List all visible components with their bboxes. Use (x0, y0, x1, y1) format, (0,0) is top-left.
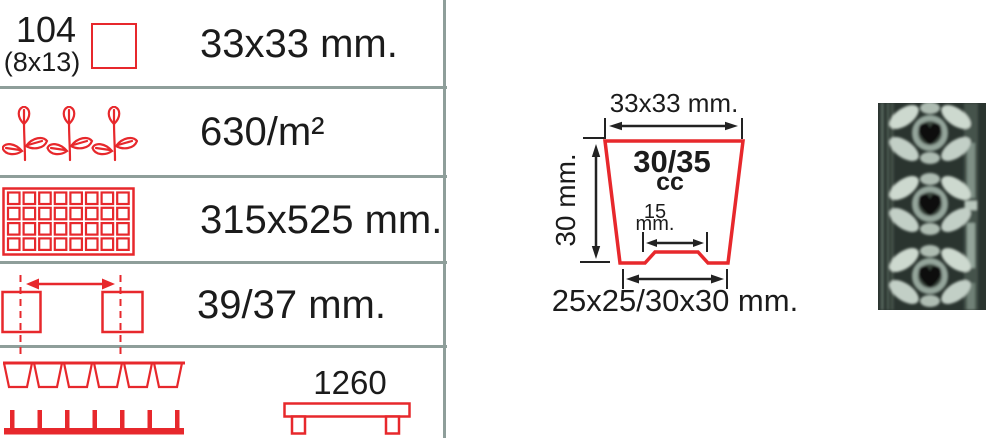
bottom-width-label: 25x25/30x30 mm. (552, 283, 798, 318)
row-divider (0, 175, 447, 178)
tray-length-value: 1260 (313, 364, 387, 401)
row-divider (0, 86, 447, 89)
plants-icon (2, 106, 138, 162)
row-divider (0, 345, 447, 348)
top-width-label: 33x33 mm. (610, 88, 739, 118)
volume-unit-label: cc (656, 168, 684, 196)
column-divider (443, 0, 446, 438)
tray-bottom-photo (878, 103, 986, 310)
cell-count-layout: (8x13) (3, 47, 81, 77)
bench-icon (283, 402, 411, 435)
cell-spacing-icon (1, 275, 144, 357)
height-label: 30 mm. (550, 153, 581, 246)
pot-cross-section-diagram: 33x33 mm. 30 mm. 30/35 cc 15 mm. 25x25/3… (550, 88, 798, 318)
cell-count-value: 104 (15, 9, 77, 50)
plant-density-value: 630/m² (200, 110, 325, 154)
row-divider (0, 261, 447, 264)
cell-size-value: 33x33 mm. (200, 22, 398, 66)
cell-spacing-value: 39/37 mm. (197, 283, 386, 327)
inner-width-value: 15 (644, 201, 666, 223)
volume-label: 30/35 (633, 144, 711, 179)
cell-top-view-icon (91, 23, 137, 69)
tray-profile-icon (2, 361, 185, 435)
tray-size-value: 315x525 mm. (200, 198, 443, 242)
tray-grid-icon (2, 187, 135, 256)
inner-width-unit: mm. (636, 213, 675, 235)
pot-outline (603, 139, 745, 265)
